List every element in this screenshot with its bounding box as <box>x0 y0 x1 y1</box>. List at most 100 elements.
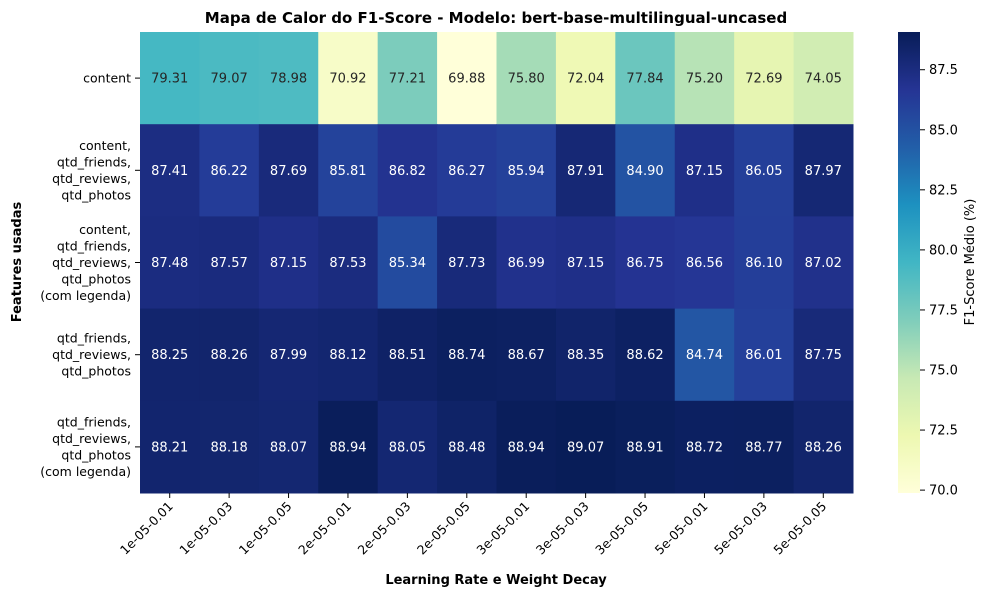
heatmap-cell <box>674 308 735 402</box>
y-tick-line: qtd_reviews, <box>52 431 131 446</box>
cell-value-label: 85.81 <box>329 164 366 179</box>
y-tick-label: content, qtd_friends, qtd_reviews, qtd_phot… <box>52 138 131 203</box>
heatmap-cell <box>377 124 438 217</box>
cell-value-label: 88.51 <box>389 348 426 363</box>
cell-value-label: 84.90 <box>626 164 663 179</box>
y-tick-line: qtd_photos <box>61 188 131 203</box>
y-tick-line: content, <box>79 138 131 153</box>
y-tick-line: qtd_reviews, <box>52 171 131 186</box>
heatmap-cell <box>437 308 497 402</box>
colorbar-tick-label: 85.0 <box>929 123 958 138</box>
heatmap-cell <box>615 124 676 217</box>
heatmap-cell <box>615 216 676 310</box>
y-tick-line: qtd_friends, <box>57 239 131 254</box>
cell-value-label: 87.75 <box>805 348 842 363</box>
cell-value-label: 86.05 <box>745 164 782 179</box>
y-tick-label: qtd_friends, qtd_reviews, qtd_photos (com l… <box>40 415 131 480</box>
y-tick-line: (com legenda) <box>40 464 131 479</box>
y-tick-label: content, qtd_friends, qtd_reviews, qtd_phot… <box>40 222 131 303</box>
cell-value-label: 84.74 <box>686 348 723 363</box>
heatmap-cell <box>437 124 497 217</box>
cell-value-label: 86.82 <box>389 164 426 179</box>
x-tick-label: 1e-05-0.05 <box>236 499 295 558</box>
heatmap-cell <box>496 32 557 125</box>
cell-value-label: 77.84 <box>626 72 663 87</box>
cell-value-label: 86.99 <box>508 256 545 271</box>
cell-value-label: 70.92 <box>329 72 366 87</box>
cell-value-label: 75.20 <box>686 72 723 87</box>
heatmap-cell <box>615 400 676 494</box>
cell-value-label: 75.80 <box>508 72 545 87</box>
cell-value-label: 87.57 <box>211 256 248 271</box>
heatmap-cell <box>555 124 616 217</box>
heatmap-cell <box>437 400 497 494</box>
cell-value-label: 88.72 <box>686 440 723 455</box>
cell-value-label: 87.02 <box>805 256 842 271</box>
cell-value-label: 89.07 <box>567 440 604 455</box>
heatmap-cell <box>555 32 616 125</box>
cell-value-label: 79.31 <box>151 72 188 87</box>
x-tick-label: 3e-05-0.03 <box>533 499 592 558</box>
y-tick-line: content <box>83 71 131 86</box>
heatmap-cell <box>674 32 735 125</box>
heatmap-cell <box>437 32 497 125</box>
heatmap-cell <box>793 216 854 310</box>
x-axis-ticks: 1e-05-0.01 1e-05-0.03 1e-05-0.05 2e-05-0.01… <box>117 493 829 558</box>
heatmap-cell <box>496 124 557 217</box>
cell-value-label: 87.97 <box>805 164 842 179</box>
colorbar-gradient <box>898 32 920 493</box>
heatmap-cell <box>496 216 557 310</box>
heatmap-cell <box>377 216 438 310</box>
heatmap-cell <box>318 124 379 217</box>
cell-value-label: 88.21 <box>151 440 188 455</box>
cell-value-label: 86.01 <box>745 348 782 363</box>
heatmap-cell <box>258 308 319 402</box>
y-tick-line: qtd_photos <box>61 272 131 287</box>
cell-value-label: 77.21 <box>389 72 426 87</box>
cell-value-label: 88.25 <box>151 348 188 363</box>
x-axis-label: Learning Rate e Weight Decay <box>385 573 607 588</box>
heatmap-cell <box>496 400 557 494</box>
heatmap-cell <box>437 216 497 310</box>
colorbar-ticks: 70.0 72.5 75.0 77.5 80.0 82.5 85.0 87.5 <box>920 63 958 499</box>
cell-value-label: 87.73 <box>448 256 485 271</box>
heatmap-cell <box>793 32 854 125</box>
y-tick-line: qtd_reviews, <box>52 347 131 362</box>
heatmap-cell <box>199 308 260 402</box>
cell-value-label: 85.34 <box>389 256 426 271</box>
heatmap-cell <box>318 216 379 310</box>
cell-value-label: 88.35 <box>567 348 604 363</box>
x-tick-label: 2e-05-0.03 <box>355 499 414 558</box>
chart-title: Mapa de Calor do F1-Score - Modelo: bert… <box>205 9 787 27</box>
heatmap-cell <box>793 124 854 217</box>
heatmap-cell <box>555 308 616 402</box>
y-tick-line: (com legenda) <box>40 288 131 303</box>
cell-value-label: 88.26 <box>211 348 248 363</box>
heatmap-cell <box>199 216 260 310</box>
y-tick-line: content, <box>79 222 131 237</box>
cell-value-label: 86.10 <box>745 256 782 271</box>
cell-value-label: 87.48 <box>151 256 188 271</box>
cell-value-label: 86.75 <box>626 256 663 271</box>
colorbar-tick-label: 70.0 <box>929 484 958 499</box>
colorbar-tick-label: 80.0 <box>929 243 958 258</box>
cell-value-label: 88.62 <box>626 348 663 363</box>
y-tick-line: qtd_friends, <box>57 331 131 346</box>
heatmap-cell <box>793 400 854 494</box>
heatmap-cell <box>793 308 854 402</box>
heatmap-cell <box>734 400 795 494</box>
heatmap-cell <box>734 32 795 125</box>
heatmap-cell <box>734 216 795 310</box>
y-axis-label: Features usadas <box>10 202 25 323</box>
cell-value-label: 72.69 <box>745 72 782 87</box>
heatmap-cell <box>674 400 735 494</box>
cell-value-label: 87.99 <box>270 348 307 363</box>
cell-value-label: 88.18 <box>211 440 248 455</box>
colorbar-tick-label: 77.5 <box>929 303 958 318</box>
cell-value-label: 87.69 <box>270 164 307 179</box>
y-tick-line: qtd_friends, <box>57 415 131 430</box>
colorbar-tick-label: 72.5 <box>929 424 958 439</box>
heatmap-cell <box>674 124 735 217</box>
heatmap-cell <box>555 216 616 310</box>
